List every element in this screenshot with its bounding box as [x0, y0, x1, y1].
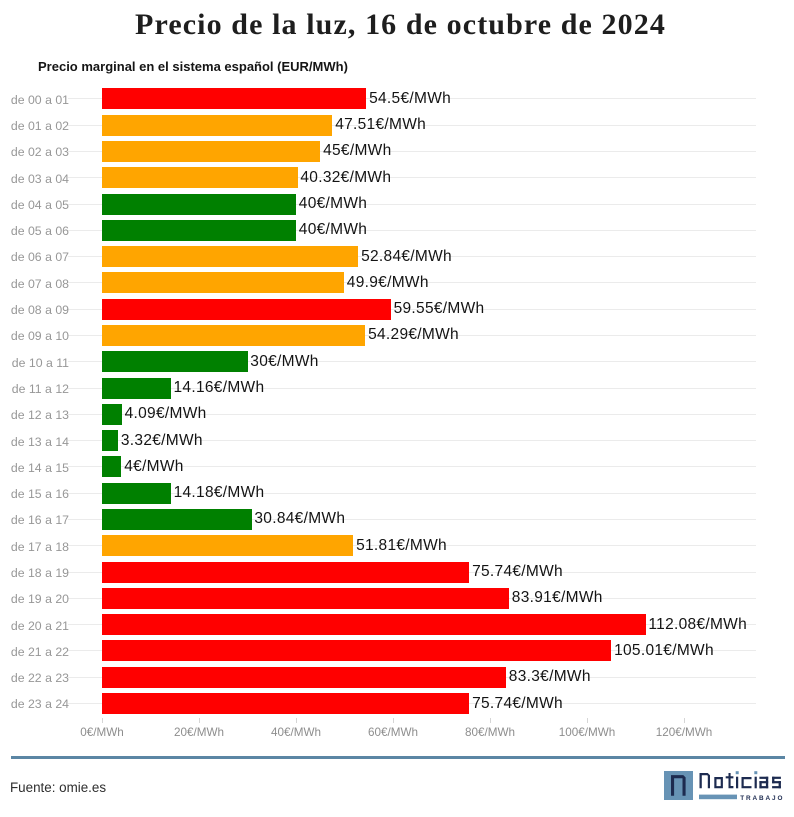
svg-text:TRABAJO: TRABAJO [740, 795, 784, 802]
